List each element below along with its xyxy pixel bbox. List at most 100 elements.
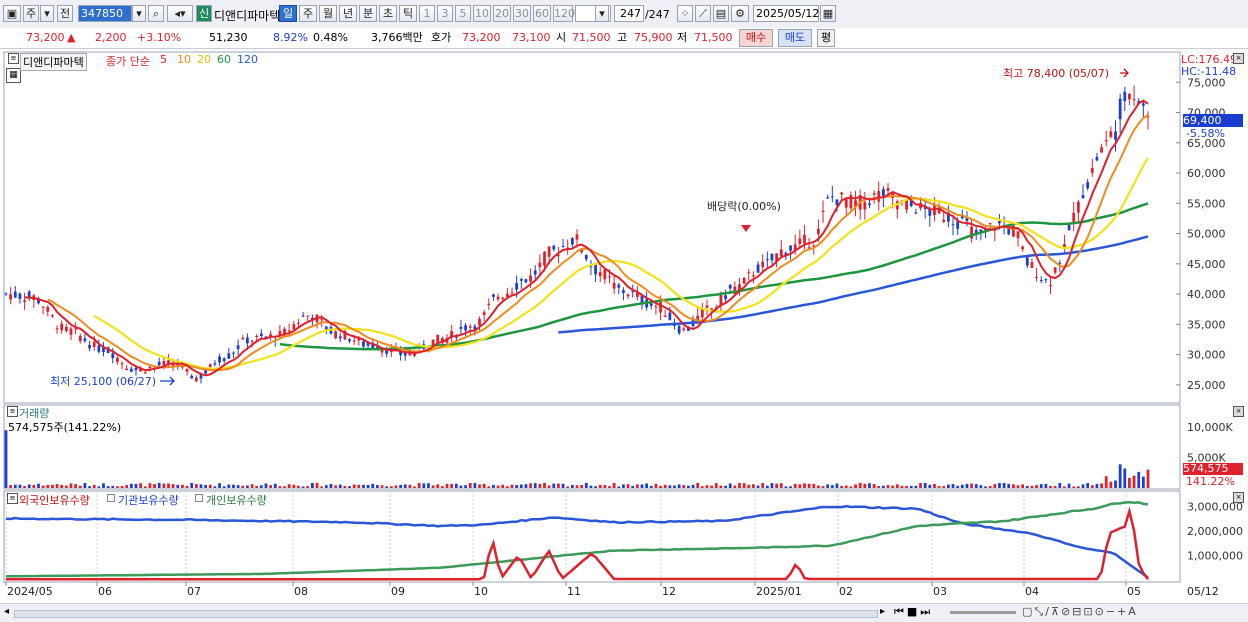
volume-bar (765, 485, 769, 488)
candle-body (687, 327, 690, 331)
price-axis-label: 50,000 (1187, 228, 1226, 241)
step-10[interactable]: 10 (473, 5, 491, 22)
candle-body (877, 190, 881, 202)
scroll-right-icon[interactable]: ▸ (880, 606, 886, 617)
volume-bar (956, 485, 960, 488)
step-30[interactable]: 30 (513, 5, 531, 22)
price-axis-label: 75,000 (1187, 76, 1226, 89)
candle-body (292, 324, 296, 330)
market-select[interactable]: 주 (23, 5, 39, 22)
candle-body (594, 263, 597, 275)
volume-bar (1049, 485, 1052, 488)
step-120[interactable]: 120 (553, 5, 575, 22)
volume-close-icon[interactable]: × (1233, 406, 1244, 417)
candle-body (988, 223, 992, 225)
market-dropdown-icon[interactable]: ▾ (40, 5, 54, 22)
volume-bar (292, 484, 296, 488)
volume-bar (468, 483, 472, 488)
volume-bar (775, 483, 779, 488)
holding-close-icon[interactable]: × (1233, 492, 1244, 503)
volume-bar (821, 486, 825, 488)
playback-controls[interactable]: ⏮■⏭ (894, 605, 934, 618)
volume-bar (287, 484, 291, 488)
chart-area[interactable]: 75,00070,00065,00060,00055,00050,00045,0… (0, 48, 1248, 603)
period-month[interactable]: 월 (319, 5, 337, 22)
period-second[interactable]: 초 (379, 5, 397, 22)
draw-icon[interactable]: ⟋ (695, 5, 711, 22)
count-input[interactable]: 247 (614, 5, 644, 22)
volume-bar (334, 485, 337, 488)
price-close-icon[interactable]: × (1233, 53, 1244, 64)
step-5[interactable]: 5 (455, 5, 471, 22)
calendar-icon[interactable]: ▦ (820, 5, 836, 22)
step-20[interactable]: 20 (493, 5, 511, 22)
candle-body (575, 234, 579, 240)
candle-body (505, 293, 509, 297)
candle-body (775, 253, 779, 262)
scroll-left-icon[interactable]: ◂ (4, 606, 10, 617)
candle-body (13, 291, 17, 298)
volume-bar (710, 485, 714, 488)
stock-chart[interactable]: 75,00070,00065,00060,00055,00050,00045,0… (0, 48, 1248, 603)
settings-icon[interactable]: ⚙ (731, 5, 749, 22)
volume-bar (143, 486, 147, 488)
candle-body (116, 357, 119, 362)
candle-body (148, 366, 152, 369)
turnover-percent: 0.48% (313, 31, 348, 44)
panel-menu-icon[interactable]: ≡ (8, 53, 19, 64)
date-input[interactable]: 2025/05/12 (753, 5, 819, 22)
volume-bar (1044, 483, 1048, 488)
table-icon[interactable]: ▦ (6, 68, 21, 83)
up-arrow-icon: ▲ (67, 31, 76, 44)
volume-bar (64, 485, 68, 488)
step-3[interactable]: 3 (437, 5, 453, 22)
candle-body (747, 272, 751, 274)
volume-menu-icon[interactable]: ≡ (7, 406, 18, 417)
stock-name[interactable]: 디앤디파마텍 (214, 9, 281, 23)
eval-button[interactable]: 평 (817, 29, 835, 47)
step-dropdown-icon[interactable]: ▾ (595, 5, 609, 22)
search-icon[interactable]: ⌕ (148, 5, 164, 22)
period-day[interactable]: 일 (279, 5, 297, 22)
grid-icon[interactable]: ⁘ (677, 5, 693, 22)
volume-bar (501, 484, 505, 488)
scroll-bar[interactable]: ◂ ▸ ⏮■⏭ ▢⤡∕⊼⊘⊟⊡⊙−+A (0, 603, 1248, 622)
candle-body (1141, 103, 1145, 106)
save-icon[interactable]: ▤ (713, 5, 729, 22)
type-select[interactable]: 전 (57, 5, 73, 22)
candle-body (909, 198, 913, 207)
period-year[interactable]: 년 (339, 5, 357, 22)
candle-body (798, 238, 802, 245)
zoom-slider[interactable] (950, 611, 1016, 614)
candle-body (960, 214, 964, 219)
volume-bar (157, 482, 161, 488)
period-week[interactable]: 주 (299, 5, 317, 22)
sell-button[interactable]: 매도 (778, 29, 812, 47)
step-60[interactable]: 60 (533, 5, 551, 22)
code-dropdown-icon[interactable]: ▾ (132, 5, 146, 22)
window-icon[interactable]: ▣ (3, 5, 21, 22)
volume-bar (677, 484, 681, 488)
tool-icons[interactable]: ▢⤡∕⊼⊘⊟⊡⊙−+A (1022, 605, 1138, 618)
volume-bar (464, 485, 467, 488)
volume-bar (422, 483, 426, 488)
buy-button[interactable]: 매수 (739, 29, 773, 47)
candle-body (371, 342, 375, 349)
period-tick[interactable]: 틱 (399, 5, 417, 22)
period-minute[interactable]: 분 (359, 5, 377, 22)
scroll-track[interactable] (14, 610, 878, 618)
panel-stock-name[interactable]: 디앤디파마텍 (20, 53, 87, 71)
volume-bar (176, 484, 180, 488)
speaker-icon[interactable]: ◂▾ (167, 5, 193, 22)
volume-bar (1118, 464, 1122, 488)
code-input[interactable]: 347850 (78, 5, 132, 22)
x-axis-label: 10 (474, 585, 488, 598)
holding-menu-icon[interactable]: ≡ (7, 493, 18, 504)
step-1[interactable]: 1 (419, 5, 435, 22)
candle-body (854, 200, 857, 208)
candle-body (190, 375, 194, 379)
candle-body (454, 336, 458, 338)
volume-bar (575, 485, 579, 488)
volume-bar (69, 483, 73, 488)
candle-body (719, 295, 723, 307)
